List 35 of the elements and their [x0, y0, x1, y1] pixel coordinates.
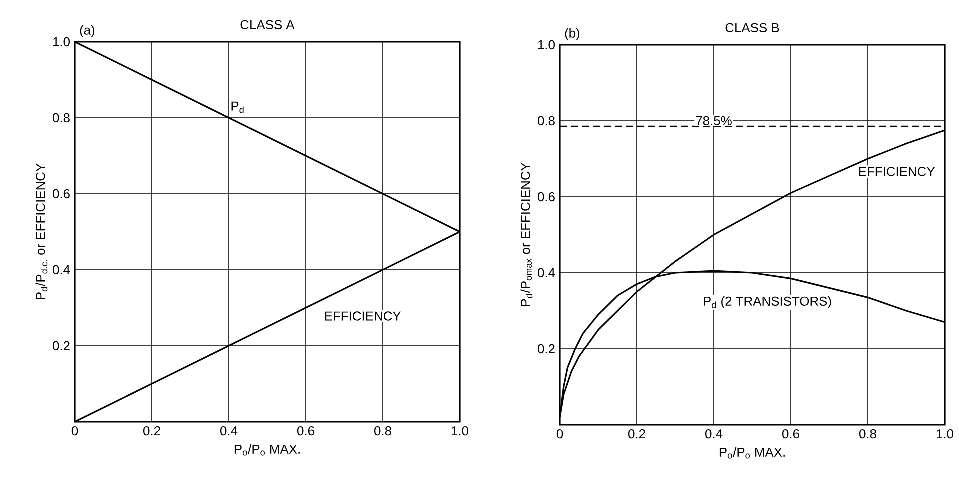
series-label: EFFICIENCY [859, 167, 936, 176]
x-tick-label: 1.0 [452, 426, 469, 436]
x-tick-label: 0.2 [628, 429, 646, 439]
y-tick-label: 0.8 [52, 113, 70, 123]
y-tick-label: 0.2 [538, 344, 555, 354]
x-axis-title: P$_{o}$/P$_{o}$ MAX. [234, 444, 300, 456]
series-label: P$_{d}$ (2 TRANSISTORS) [704, 296, 832, 309]
chart-title: CLASS B [726, 23, 780, 32]
y-tick-label: 0.6 [538, 192, 555, 202]
x-tick-label: 0.8 [860, 429, 876, 439]
y-tick-label: 0.6 [52, 189, 70, 199]
text: (a) [80, 25, 95, 38]
y-tick-label: 0.2 [52, 341, 70, 351]
y-axis-title: P$_{d}$/P$_{omax}$ or EFFICIENCY [520, 162, 533, 306]
x-axis-title: P$_{o}$/P$_{o}$ MAX. [720, 447, 785, 459]
y-tick-label: 1.0 [538, 40, 555, 50]
ref-line-label: 78.5% [696, 116, 732, 126]
x-tick-label: 0.6 [782, 429, 800, 439]
x-tick-label: 1.0 [936, 429, 954, 439]
chart-title: CLASS A [240, 20, 295, 30]
series-label: EFFICIENCY [325, 312, 402, 321]
y-tick-label: 1.0 [53, 37, 70, 47]
y-tick-label: 0.8 [538, 116, 555, 126]
x-tick-label: 0.4 [220, 426, 238, 436]
y-tick-label: 0.4 [52, 265, 70, 275]
series-label: P$_{d}$ [232, 102, 244, 114]
y-axis-title: P$_{d}$/P$_{d.c.}$ or EFFICIENCY [36, 164, 48, 300]
x-tick-label: 0.6 [298, 426, 314, 436]
x-tick-label: 0.4 [706, 429, 723, 439]
text: (b) [565, 28, 580, 40]
x-tick-label: 0.2 [144, 426, 160, 436]
x-tick-label: 0.8 [374, 426, 392, 436]
y-tick-label: 0.4 [538, 268, 556, 278]
x-tick-label: 0 [556, 429, 564, 439]
x-tick-label: 0 [72, 426, 78, 436]
